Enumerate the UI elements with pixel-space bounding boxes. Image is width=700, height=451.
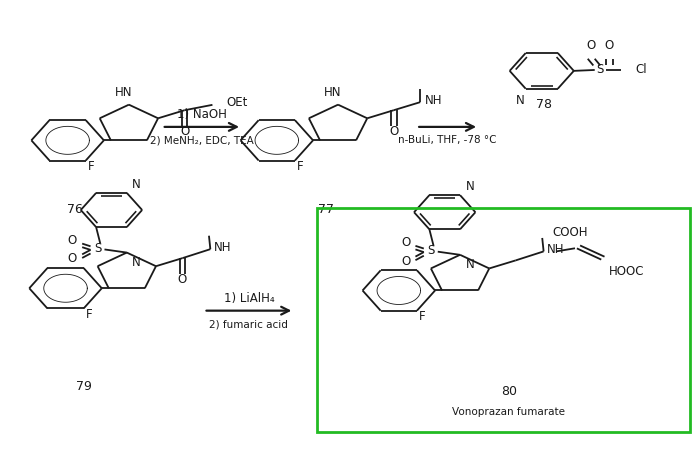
Text: O: O — [401, 255, 410, 267]
Text: OEt: OEt — [226, 96, 248, 109]
Text: HOOC: HOOC — [608, 265, 644, 278]
Text: 76: 76 — [66, 203, 83, 216]
Text: 77: 77 — [318, 203, 334, 216]
Text: n-BuLi, THF, -78 °C: n-BuLi, THF, -78 °C — [398, 135, 497, 145]
Text: S: S — [596, 64, 604, 77]
Text: HN: HN — [115, 86, 132, 99]
Text: S: S — [94, 242, 102, 255]
Text: HN: HN — [323, 86, 341, 99]
Text: N: N — [132, 256, 141, 269]
Text: 1) NaOH: 1) NaOH — [177, 108, 227, 121]
Text: Cl: Cl — [635, 64, 647, 77]
Text: N: N — [466, 258, 475, 272]
Text: O: O — [605, 40, 614, 52]
Text: F: F — [297, 160, 304, 173]
Text: 1) LiAlH₄: 1) LiAlH₄ — [223, 292, 274, 304]
Text: O: O — [178, 273, 187, 286]
Text: F: F — [85, 308, 92, 321]
Text: F: F — [419, 310, 426, 323]
Text: COOH: COOH — [552, 226, 588, 239]
Text: N: N — [516, 94, 524, 107]
Text: NH: NH — [547, 243, 565, 256]
Text: S: S — [427, 244, 435, 257]
Text: O: O — [68, 253, 77, 265]
Text: NH: NH — [424, 94, 442, 107]
Text: NH: NH — [214, 241, 231, 254]
Text: O: O — [587, 40, 596, 52]
Text: 80: 80 — [501, 385, 517, 398]
Text: 2) MeNH₂, EDC, TEA: 2) MeNH₂, EDC, TEA — [150, 135, 254, 145]
Text: 79: 79 — [76, 380, 92, 393]
Text: N: N — [132, 178, 141, 191]
Text: F: F — [88, 160, 94, 173]
Text: O: O — [389, 125, 398, 138]
Text: Vonoprazan fumarate: Vonoprazan fumarate — [452, 407, 566, 417]
Text: N: N — [466, 180, 475, 193]
Text: 78: 78 — [536, 98, 552, 111]
Text: O: O — [68, 234, 77, 247]
Text: O: O — [180, 125, 189, 138]
Text: 2) fumaric acid: 2) fumaric acid — [209, 319, 288, 329]
Bar — [316, 208, 690, 432]
Text: O: O — [401, 236, 410, 249]
